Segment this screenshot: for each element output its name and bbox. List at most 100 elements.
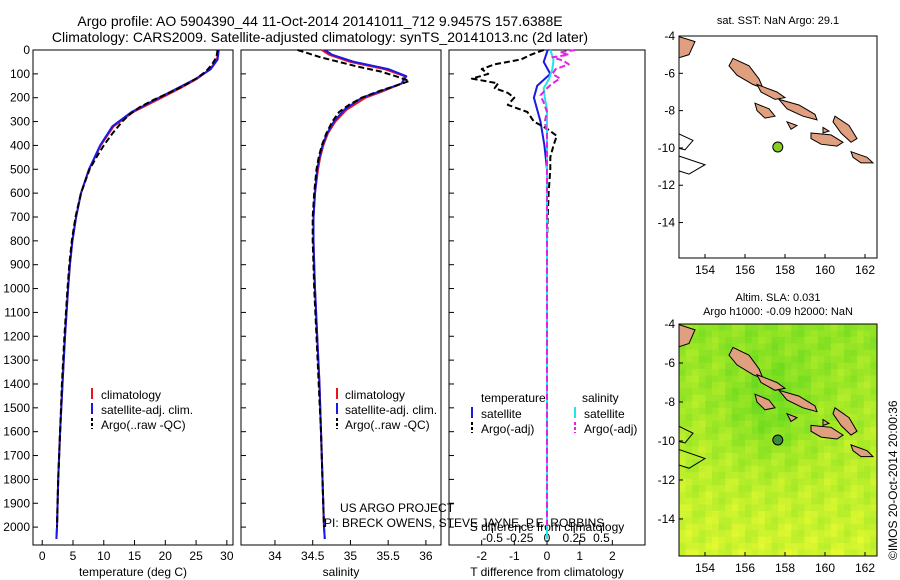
sla-heat-cell xyxy=(705,414,713,422)
sla-heat-cell xyxy=(698,446,706,454)
sla-heat-cell xyxy=(692,369,700,377)
sla-heat-cell xyxy=(758,523,766,531)
sla-heat-cell xyxy=(850,498,858,505)
sla-heat-cell xyxy=(857,401,865,409)
sla-heat-cell xyxy=(718,375,726,383)
sla-heat-cell xyxy=(797,369,805,377)
sla-heat-cell xyxy=(824,530,832,538)
sla-heat-cell xyxy=(804,459,812,467)
sla-heat-cell xyxy=(857,362,865,370)
sla-heat-cell xyxy=(692,336,700,344)
sla-heat-cell xyxy=(844,336,852,344)
sla-heat-cell xyxy=(844,523,852,531)
sla-heat-cell xyxy=(817,523,825,531)
sla-heat-cell xyxy=(797,452,805,460)
sst-lon-tick-label: 156 xyxy=(735,263,755,277)
sla-heat-cell xyxy=(679,440,687,447)
sla-heat-cell xyxy=(771,330,779,338)
sla-heat-cell xyxy=(837,459,845,467)
sla-heat-cell xyxy=(837,530,845,538)
sla-heat-cell xyxy=(751,394,759,402)
sla-heat-cell xyxy=(771,485,779,493)
sla-heat-cell xyxy=(837,523,845,531)
sla-heat-cell xyxy=(698,336,706,344)
sla-heat-cell xyxy=(692,414,700,422)
sla-heat-cell xyxy=(804,433,812,441)
sla-heat-cell xyxy=(745,388,753,396)
sla-heat-cell xyxy=(738,433,746,441)
sla-heat-cell xyxy=(751,549,759,556)
sst-island xyxy=(755,83,787,100)
sla-heat-cell xyxy=(844,491,852,499)
sla-heat-cell xyxy=(692,433,700,441)
sla-heat-cell xyxy=(731,343,739,351)
sla-heat-cell xyxy=(817,536,825,544)
sla-heat-cell xyxy=(804,336,812,344)
sla-heat-cell xyxy=(771,401,779,409)
sla-heat-cell xyxy=(705,369,713,377)
sla-heat-cell xyxy=(817,446,825,454)
salinity-axis-label: salinity xyxy=(323,565,360,579)
sla-heat-cell xyxy=(850,433,858,441)
sst-lat-tick-label: -10 xyxy=(658,141,676,155)
sla-heat-cell xyxy=(679,388,687,396)
sla-heat-cell xyxy=(817,459,825,467)
sla-heat-cell xyxy=(784,407,792,415)
sla-heat-cell xyxy=(698,388,706,396)
sla-heat-cell xyxy=(817,330,825,338)
sla-heat-cell xyxy=(863,369,871,377)
sla-heat-cell xyxy=(745,375,753,383)
sla-heat-cell xyxy=(712,369,720,377)
sla-heat-cell xyxy=(705,459,713,467)
sst-island xyxy=(777,98,818,121)
s-difference-tick-label: -0.25 xyxy=(506,531,534,545)
sla-heat-cell xyxy=(712,543,720,551)
sla-heat-cell xyxy=(692,356,700,364)
sla-heat-cell xyxy=(712,375,720,383)
sla-heat-cell xyxy=(751,452,759,460)
sla-heat-cell xyxy=(685,543,693,551)
sla-heat-cell xyxy=(817,485,825,493)
sla-heat-cell xyxy=(679,427,687,435)
sla-heat-cell xyxy=(817,549,825,556)
sla-heat-cell xyxy=(824,452,832,460)
t-difference-tick-label: 0 xyxy=(544,549,551,563)
sla-heat-cell xyxy=(705,446,713,454)
sla-heat-cell xyxy=(738,401,746,409)
sla-heat-cell xyxy=(784,369,792,377)
depth-tick-label: 1300 xyxy=(3,353,30,367)
sla-heat-cell xyxy=(797,478,805,486)
sla-heat-cell xyxy=(811,420,819,428)
sla-heat-cell xyxy=(751,530,759,538)
sla-heat-cell xyxy=(764,343,772,351)
sla-heat-cell xyxy=(679,375,687,383)
sla-heat-cell xyxy=(870,433,877,441)
sla-heat-cell xyxy=(870,330,877,338)
sla-heat-cell xyxy=(817,336,825,344)
sla-heat-cell xyxy=(797,343,805,351)
salinity-satellite-line xyxy=(312,49,408,540)
sla-heat-cell xyxy=(771,420,779,428)
sla-heat-cell xyxy=(811,336,819,344)
sla-coast-land xyxy=(679,324,696,348)
difference-legend-label: Argo(-adj) xyxy=(481,422,534,436)
title-line-2: Climatology: CARS2009. Satellite-adjuste… xyxy=(51,29,589,45)
sla-heat-cell xyxy=(784,485,792,493)
sla-heat-cell xyxy=(692,362,700,370)
sla-heat-cell xyxy=(692,536,700,544)
sla-heat-cell xyxy=(824,414,832,422)
sla-heat-cell xyxy=(778,362,786,370)
sla-heat-cell xyxy=(685,472,693,480)
sla-heat-cell xyxy=(778,330,786,338)
sla-heat-cell xyxy=(771,324,779,331)
sla-heat-cell xyxy=(698,465,706,473)
sla-heat-cell xyxy=(712,478,720,486)
sla-heat-cell xyxy=(685,485,693,493)
sla-heat-cell xyxy=(817,440,825,447)
sla-heat-cell xyxy=(758,356,766,364)
sla-heat-cell xyxy=(817,530,825,538)
temperature-argo-line xyxy=(56,49,219,528)
sla-heat-cell xyxy=(718,343,726,351)
sla-heat-cell xyxy=(679,382,687,389)
sla-heat-cell xyxy=(811,356,819,364)
